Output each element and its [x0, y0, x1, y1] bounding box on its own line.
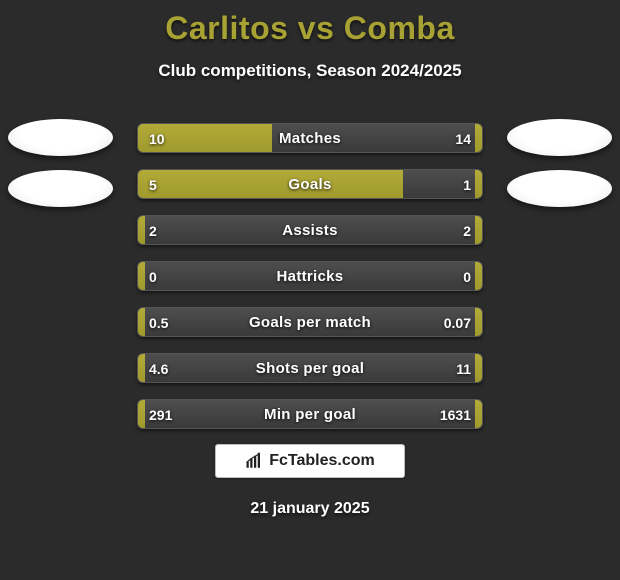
stat-label: Assists	[138, 216, 482, 245]
logo-box: FcTables.com	[215, 444, 405, 478]
stat-row: 4.611Shots per goal	[137, 353, 483, 383]
player2-avatar-placeholder	[507, 119, 612, 156]
stat-label: Hattricks	[138, 262, 482, 291]
player1-club-placeholder	[8, 170, 113, 207]
stat-row: 2911631Min per goal	[137, 399, 483, 429]
stat-label: Goals	[138, 170, 482, 199]
stat-row: 22Assists	[137, 215, 483, 245]
stat-row: 1014Matches	[137, 123, 483, 153]
stats-bars: 1014Matches 51Goals 22Assists 00Hattricks 0.…	[137, 123, 483, 445]
stat-row: 00Hattricks	[137, 261, 483, 291]
stat-label: Min per goal	[138, 400, 482, 429]
player2-club-placeholder	[507, 170, 612, 207]
logo-text: FcTables.com	[269, 452, 375, 470]
stat-label: Matches	[138, 124, 482, 153]
stat-label: Goals per match	[138, 308, 482, 337]
stat-row: 0.50.07Goals per match	[137, 307, 483, 337]
subtitle: Club competitions, Season 2024/2025	[0, 61, 620, 81]
stat-label: Shots per goal	[138, 354, 482, 383]
player1-avatar-placeholder	[8, 119, 113, 156]
stat-row: 51Goals	[137, 169, 483, 199]
date-text: 21 january 2025	[0, 500, 620, 518]
barchart-icon	[245, 452, 263, 470]
page-title: Carlitos vs Comba	[0, 0, 620, 47]
